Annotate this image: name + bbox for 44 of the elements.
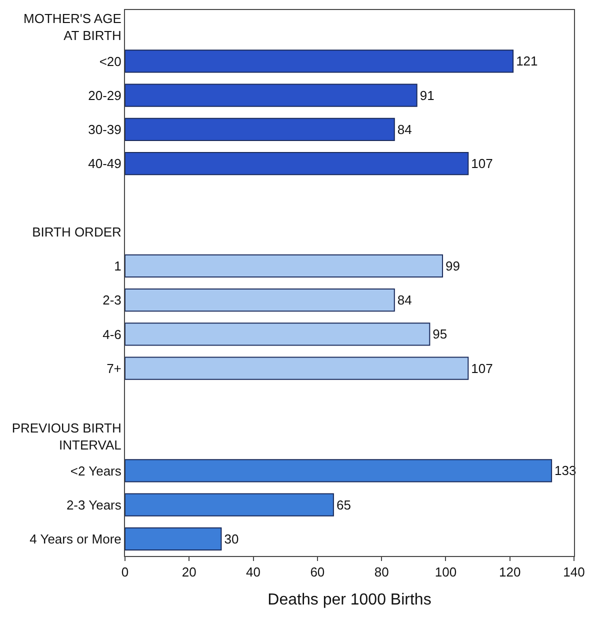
bar	[125, 459, 552, 482]
y-tick-label: 2-3 Years	[66, 497, 122, 512]
x-tick-label: 120	[499, 564, 521, 580]
data-label: 95	[432, 326, 448, 342]
x-tick-label: 80	[374, 564, 389, 580]
y-tick-label: <2 Years	[70, 463, 122, 478]
data-label: 84	[397, 122, 412, 137]
y-tick-label: 20-29	[88, 88, 122, 103]
data-label: 121	[516, 54, 538, 69]
data-label: 107	[471, 360, 493, 376]
x-tick-label: 100	[434, 564, 457, 580]
x-tick-label: 140	[563, 564, 585, 580]
x-tick-label: 40	[246, 564, 261, 580]
y-tick-label: 4 Years or More	[30, 531, 122, 546]
y-tick-label: 7+	[106, 360, 122, 376]
data-label: 107	[471, 156, 493, 172]
data-label: 65	[336, 497, 351, 512]
x-tick-label: 20	[182, 564, 196, 580]
data-label: 30	[224, 531, 239, 546]
y-tick-label: PREVIOUS BIRTH INTERVAL	[12, 420, 122, 453]
bar	[125, 288, 395, 312]
bar	[125, 118, 395, 142]
bar	[125, 152, 469, 176]
y-tick-label: 30-39	[88, 122, 122, 137]
y-tick-label: 2-3	[102, 292, 122, 308]
bar	[125, 254, 444, 278]
y-tick-label: <20	[99, 54, 122, 69]
x-tick-label: 0	[121, 564, 129, 580]
y-tick-label: 4-6	[102, 326, 122, 342]
bar	[125, 50, 514, 73]
y-tick-label: BIRTH ORDER	[32, 224, 122, 240]
bar	[125, 84, 418, 107]
x-axis-title: Deaths per 1000 Births	[268, 591, 432, 608]
y-tick-label: 1	[114, 258, 122, 274]
bar	[125, 493, 334, 516]
x-tick-label: 60	[310, 564, 325, 580]
data-label: 99	[446, 258, 460, 274]
y-tick-label: MOTHER'S AGE AT BIRTH	[24, 11, 122, 44]
bar	[125, 322, 430, 346]
data-label: 84	[397, 292, 412, 308]
data-label: 91	[420, 88, 434, 103]
bar	[125, 356, 469, 380]
y-tick-label: 40-49	[88, 156, 122, 172]
bar	[125, 527, 222, 551]
